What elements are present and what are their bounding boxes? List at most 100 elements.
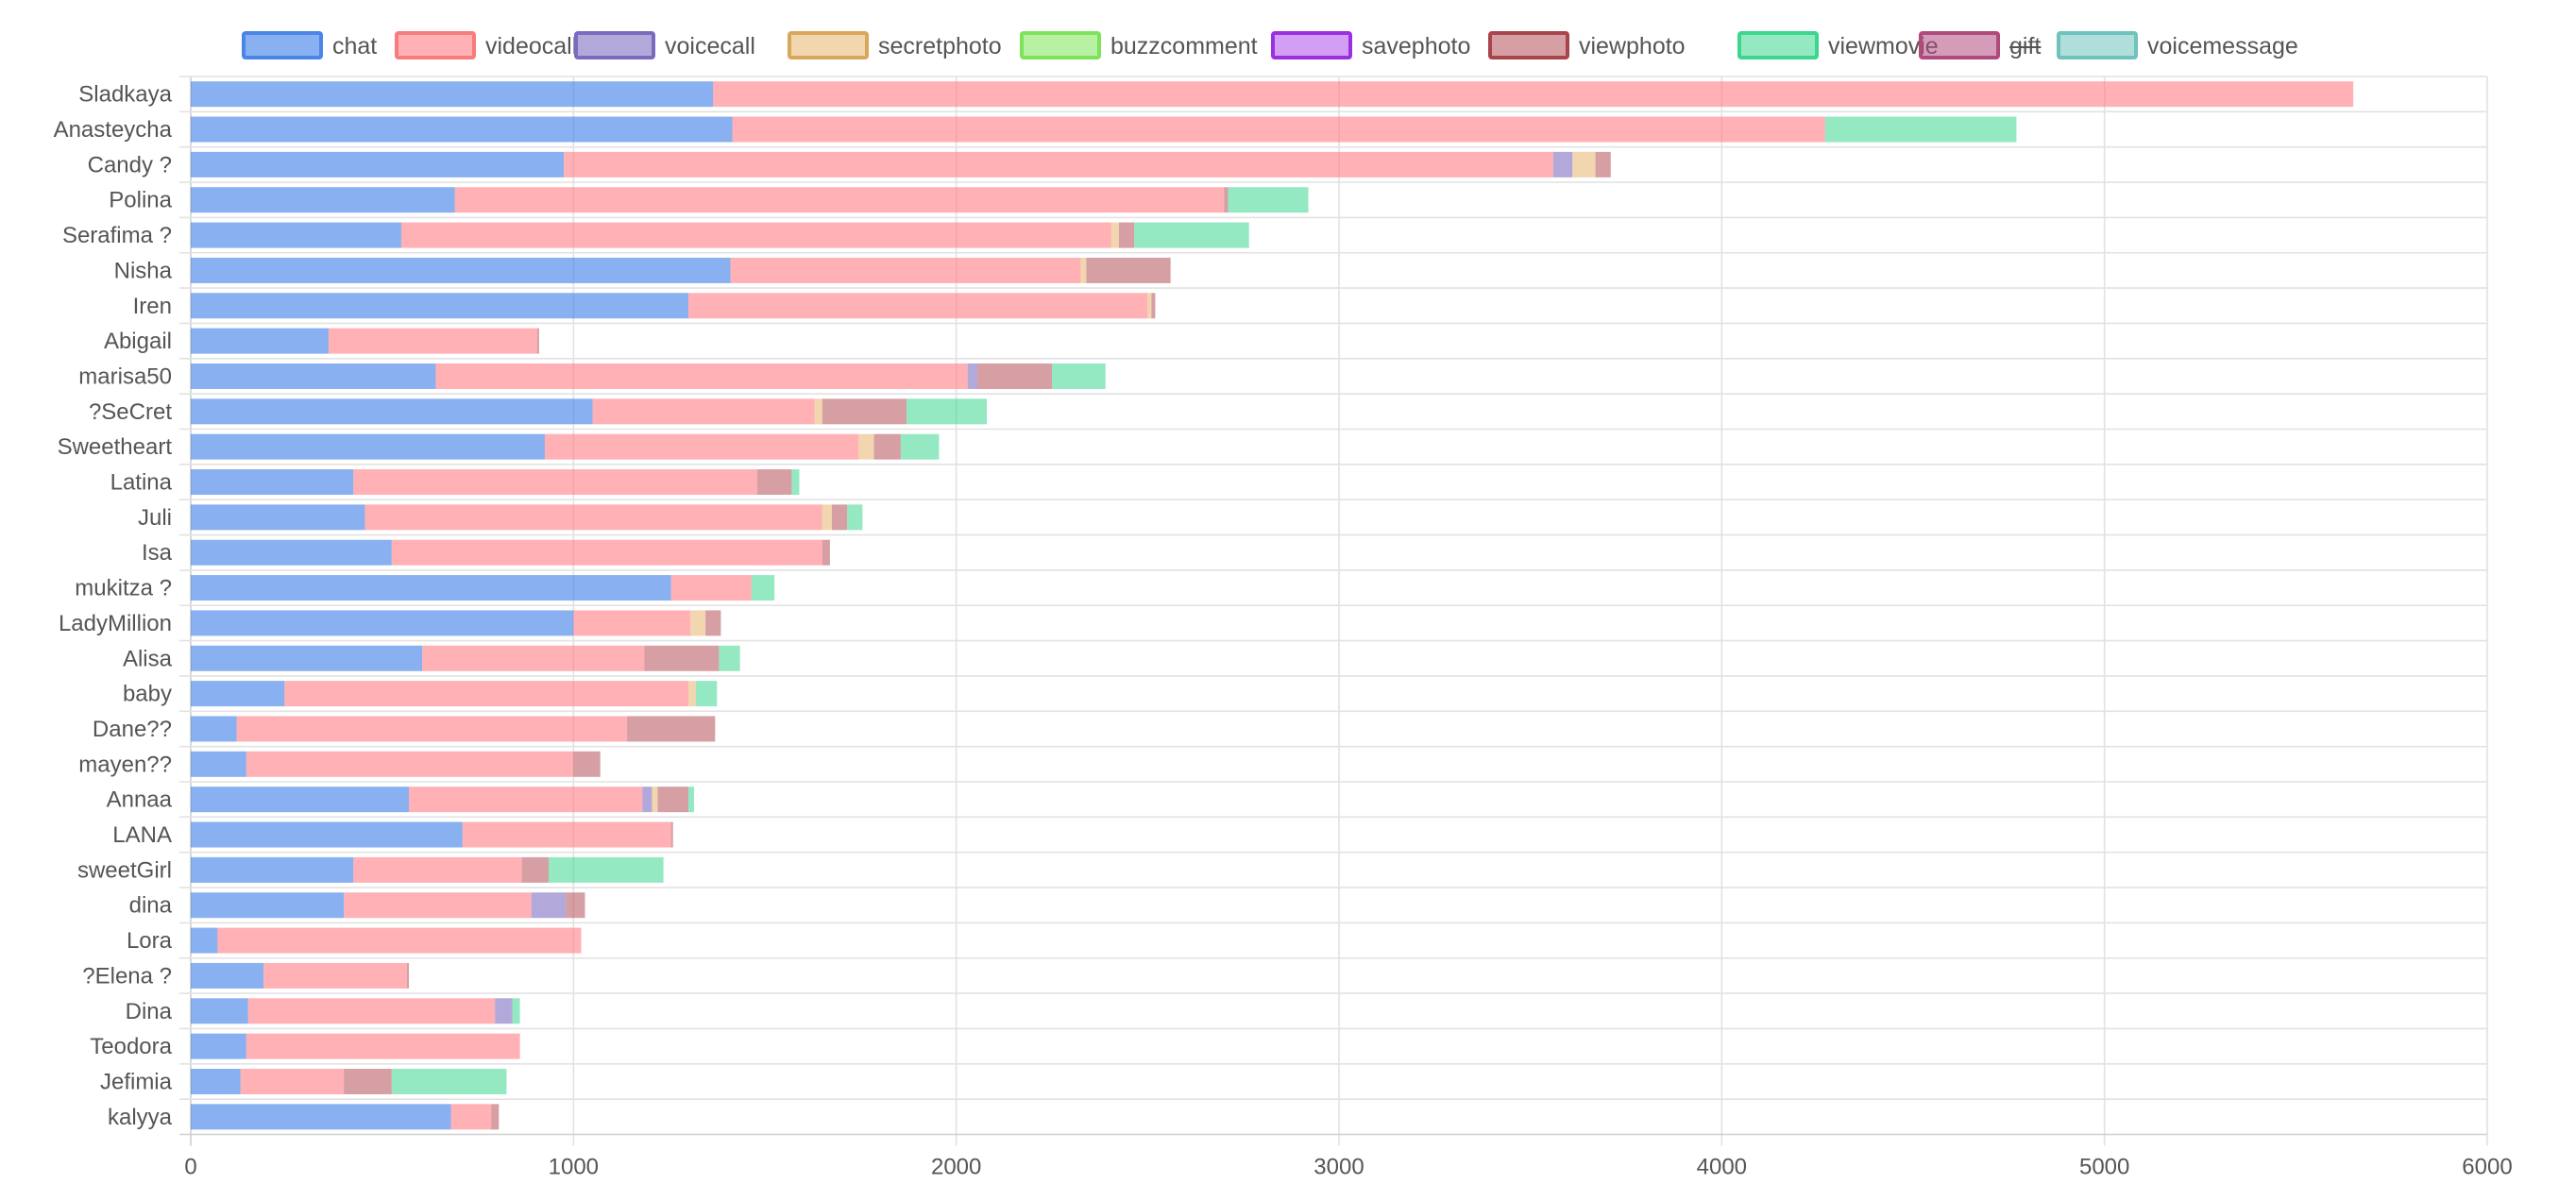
legend-item-gift[interactable]: gift (1919, 31, 2042, 59)
legend-item-voicemessage[interactable]: voicemessage (2057, 31, 2298, 59)
bar-sweetheart-chat[interactable] (191, 433, 545, 460)
bar-sweetgirl-videocall[interactable] (353, 856, 522, 883)
bar-latina-viewmovie[interactable] (791, 469, 800, 496)
bar-anasteycha-chat[interactable] (191, 116, 733, 143)
bar-isa-videocall[interactable] (391, 539, 822, 566)
bar-ladymillion-videocall[interactable] (573, 610, 690, 636)
legend-item-savephoto[interactable]: savephoto (1271, 31, 1470, 59)
bar-serafima-viewphoto[interactable] (1118, 222, 1135, 248)
bar-nisha-chat[interactable] (191, 257, 731, 283)
bar-candy-videocall[interactable] (564, 151, 1553, 178)
bar-dina-videocall[interactable] (247, 998, 496, 1024)
bar-kalyya-videocall[interactable] (450, 1104, 492, 1130)
bar-secret-viewmovie[interactable] (906, 398, 988, 425)
bar-anasteycha-viewmovie[interactable] (1824, 116, 2017, 143)
bar-iren-chat[interactable] (191, 293, 688, 319)
bar-serafima-videocall[interactable] (400, 222, 1111, 248)
bar-marisa50-voicecall[interactable] (967, 363, 977, 389)
legend-item-buzzcomment[interactable]: buzzcomment (1020, 31, 1258, 59)
bar-secret-chat[interactable] (191, 398, 593, 425)
legend-item-secretphoto[interactable]: secretphoto (788, 31, 1002, 59)
bar-sweetheart-videocall[interactable] (544, 433, 859, 460)
bar-dina-viewphoto[interactable] (566, 892, 585, 919)
bar-dane-chat[interactable] (191, 716, 237, 742)
legend-item-videocall[interactable]: videocall (395, 31, 577, 59)
bar-secret-secretphoto[interactable] (814, 398, 822, 425)
bar-sladkaya-chat[interactable] (191, 81, 714, 108)
bar-sweetgirl-viewphoto[interactable] (521, 856, 549, 883)
legend-item-chat[interactable]: chat (242, 31, 377, 59)
bar-sweetgirl-chat[interactable] (191, 856, 354, 883)
bar-juli-viewmovie[interactable] (847, 504, 863, 531)
bar-serafima-chat[interactable] (191, 222, 401, 248)
bar-lora-videocall[interactable] (217, 927, 582, 954)
bar-lana-videocall[interactable] (462, 821, 671, 848)
bar-marisa50-viewmovie[interactable] (1052, 363, 1106, 389)
bar-annaa-secretphoto[interactable] (652, 787, 658, 813)
bar-nisha-secretphoto[interactable] (1080, 257, 1087, 283)
bar-isa-viewphoto[interactable] (822, 539, 830, 566)
bar-anasteycha-videocall[interactable] (732, 116, 1825, 143)
bar-dane-videocall[interactable] (236, 716, 628, 742)
bar-polina-videocall[interactable] (454, 187, 1225, 213)
bar-polina-viewmovie[interactable] (1228, 187, 1309, 213)
bar-dane-viewphoto[interactable] (627, 716, 716, 742)
bar-alisa-videocall[interactable] (422, 645, 645, 671)
bar-latina-viewphoto[interactable] (756, 469, 792, 496)
bar-marisa50-videocall[interactable] (435, 363, 968, 389)
bar-mukitza-viewmovie[interactable] (751, 575, 775, 601)
bar-kalyya-viewphoto[interactable] (491, 1104, 500, 1130)
bar-annaa-videocall[interactable] (409, 787, 643, 813)
legend-item-viewphoto[interactable]: viewphoto (1488, 31, 1686, 59)
bar-mukitza-videocall[interactable] (670, 575, 752, 601)
bar-sweetgirl-viewmovie[interactable] (548, 856, 664, 883)
bar-polina-chat[interactable] (191, 187, 455, 213)
bar-iren-videocall[interactable] (687, 293, 1148, 319)
bar-lana-chat[interactable] (191, 821, 463, 848)
bar-latina-videocall[interactable] (353, 469, 757, 496)
bar-dina-voicecall[interactable] (531, 892, 567, 919)
bar-baby-chat[interactable] (191, 681, 285, 707)
bar-abigail-viewphoto[interactable] (536, 328, 539, 354)
bar-elena-videocall[interactable] (263, 962, 408, 989)
bar-baby-viewmovie[interactable] (696, 681, 718, 707)
bar-secret-videocall[interactable] (592, 398, 815, 425)
bar-elena-chat[interactable] (191, 962, 264, 989)
legend-item-voicecall[interactable]: voicecall (574, 31, 755, 59)
bar-marisa50-viewphoto[interactable] (976, 363, 1052, 389)
bar-annaa-chat[interactable] (191, 787, 410, 813)
bar-elena-viewphoto[interactable] (407, 962, 410, 989)
bar-juli-secretphoto[interactable] (822, 504, 832, 531)
bar-iren-viewphoto[interactable] (1151, 293, 1156, 319)
bar-marisa50-chat[interactable] (191, 363, 436, 389)
bar-dina-chat[interactable] (191, 892, 345, 919)
bar-mayen-viewphoto[interactable] (573, 751, 601, 777)
bar-juli-viewphoto[interactable] (831, 504, 848, 531)
bar-candy-voicecall[interactable] (1552, 151, 1573, 178)
bar-lana-viewphoto[interactable] (670, 821, 673, 848)
bar-annaa-voicecall[interactable] (642, 787, 652, 813)
bar-jefimia-viewphoto[interactable] (344, 1068, 392, 1094)
bar-dina-videocall[interactable] (344, 892, 532, 919)
bar-ladymillion-secretphoto[interactable] (689, 610, 706, 636)
bar-iren-secretphoto[interactable] (1147, 293, 1152, 319)
legend-item-viewmovie[interactable]: viewmovie (1737, 31, 1939, 59)
bar-jefimia-viewmovie[interactable] (391, 1068, 507, 1094)
bar-kalyya-chat[interactable] (191, 1104, 451, 1130)
bar-candy-secretphoto[interactable] (1572, 151, 1596, 178)
bar-sladkaya-videocall[interactable] (713, 81, 2354, 108)
bar-latina-chat[interactable] (191, 469, 354, 496)
bar-nisha-viewphoto[interactable] (1086, 257, 1171, 283)
bar-alisa-viewphoto[interactable] (644, 645, 720, 671)
bar-baby-videocall[interactable] (284, 681, 688, 707)
bar-juli-chat[interactable] (191, 504, 365, 531)
bar-mukitza-chat[interactable] (191, 575, 671, 601)
bar-serafima-viewmovie[interactable] (1134, 222, 1249, 248)
bar-baby-secretphoto[interactable] (687, 681, 697, 707)
bar-dina-voicecall[interactable] (495, 998, 513, 1024)
bar-abigail-videocall[interactable] (328, 328, 537, 354)
bar-teodora-chat[interactable] (191, 1033, 246, 1059)
bar-mayen-videocall[interactable] (246, 751, 574, 777)
bar-mayen-chat[interactable] (191, 751, 246, 777)
bar-abigail-chat[interactable] (191, 328, 329, 354)
